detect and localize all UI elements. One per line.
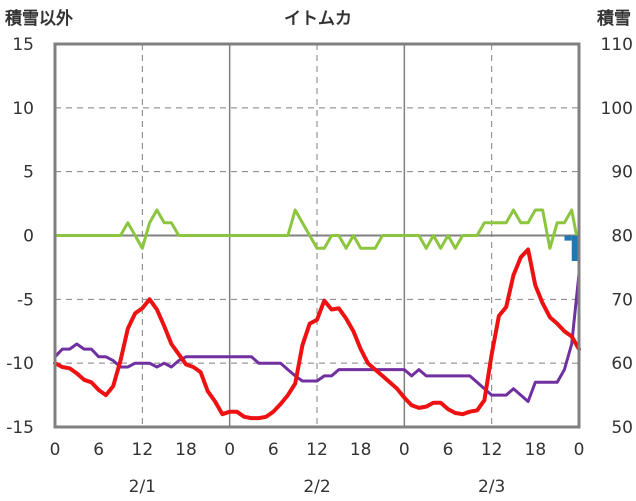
x-tick-label: 12: [132, 440, 154, 460]
date-label: 2/3: [478, 477, 505, 497]
right-tick-label: 50: [611, 418, 633, 438]
right-tick-label: 80: [611, 227, 633, 247]
x-tick-label: 12: [481, 440, 503, 460]
left-tick-label: 15: [12, 35, 34, 55]
right-tick-label: 110: [601, 35, 633, 55]
snow-bar: [564, 235, 572, 241]
left-tick-label: 5: [23, 163, 34, 183]
x-tick-label: 6: [268, 440, 279, 460]
series-layer: [53, 208, 581, 421]
x-tick-label: 12: [306, 440, 328, 460]
series-temperature-line: [53, 247, 574, 421]
date-label: 2/1: [129, 477, 156, 497]
series-precipitation-line: [53, 208, 581, 250]
left-axis-label: 積雪以外: [5, 8, 73, 29]
plot-frame: [53, 42, 581, 429]
x-tick-label: 18: [350, 440, 372, 460]
date-labels: 2/1 2/2 2/3: [129, 477, 506, 497]
right-tick-label: 60: [611, 354, 633, 374]
right-tick-label: 70: [611, 290, 633, 310]
right-axis-label: 積雪: [597, 8, 631, 29]
x-tick-label: 6: [443, 440, 454, 460]
x-tick-label: 0: [399, 440, 410, 460]
x-tick-label: 0: [574, 440, 585, 460]
left-tick-label: -5: [17, 290, 34, 310]
x-tick-label: 18: [175, 440, 197, 460]
x-tick-label: 0: [50, 440, 61, 460]
right-tick-label: 100: [601, 99, 633, 119]
right-ticks: 110 100 90 80 70 60 50: [601, 35, 633, 438]
x-tick-label: 6: [93, 440, 104, 460]
left-tick-label: 0: [23, 227, 34, 247]
series-wind-line: [53, 272, 581, 403]
date-label: 2/2: [303, 477, 330, 497]
chart-title: イトムカ: [284, 9, 352, 29]
snow-bar: [571, 235, 579, 262]
left-tick-label: 10: [12, 99, 34, 119]
right-tick-label: 90: [611, 163, 633, 183]
left-tick-label: -10: [6, 354, 34, 374]
x-tick-label: 0: [224, 440, 235, 460]
left-ticks: 15 10 5 0 -5 -10 -15: [6, 35, 34, 438]
left-tick-label: -15: [6, 418, 34, 438]
x-tick-label: 18: [525, 440, 547, 460]
x-ticks: 0 6 12 18 0 6 12 18 0 6 12 18 0: [50, 440, 585, 460]
